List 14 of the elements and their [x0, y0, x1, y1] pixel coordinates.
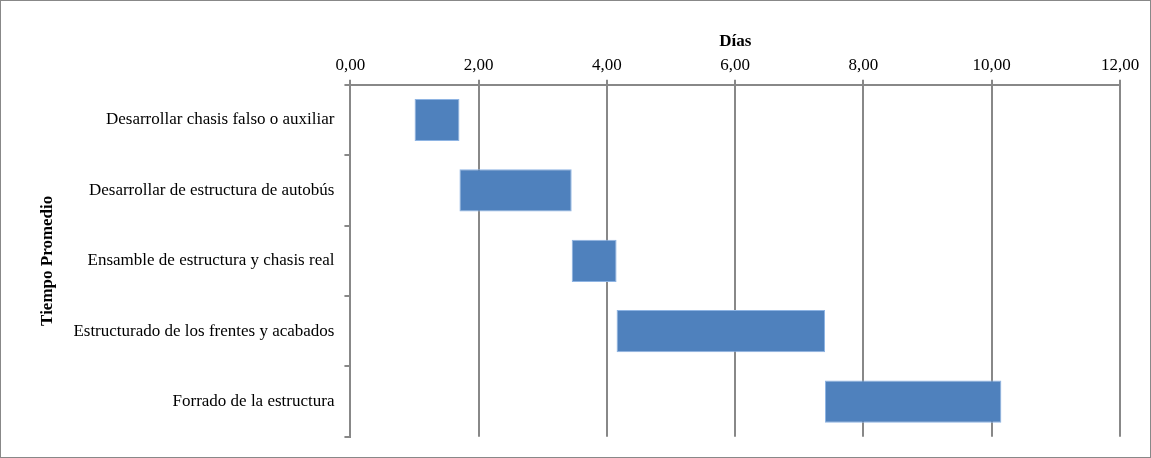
x-tick-label: 8,00: [848, 55, 879, 75]
x-tick-label: 2,00: [463, 55, 494, 75]
x-tick-label: 4,00: [592, 55, 622, 75]
x-tick-label: 6,00: [720, 55, 751, 75]
y-tick-label: Forrado de la estructura: [172, 391, 335, 411]
y-axis-title: Tiempo Promedio: [36, 195, 56, 326]
y-tick-label: Desarrollar de estructura de autobús: [88, 179, 335, 199]
y-tick-label: Desarrollar chasis falso o auxiliar: [105, 109, 335, 129]
y-tick-label: Ensamble de estructura y chasis real: [87, 250, 335, 270]
x-tick-label: 12,00: [1100, 55, 1140, 75]
y-tick-label: Estructurado de los frentes y acabados: [73, 320, 335, 340]
x-tick-label: 0,00: [335, 55, 366, 75]
x-tick-label: 10,00: [972, 55, 1011, 75]
x-axis-title: Días: [719, 30, 752, 50]
